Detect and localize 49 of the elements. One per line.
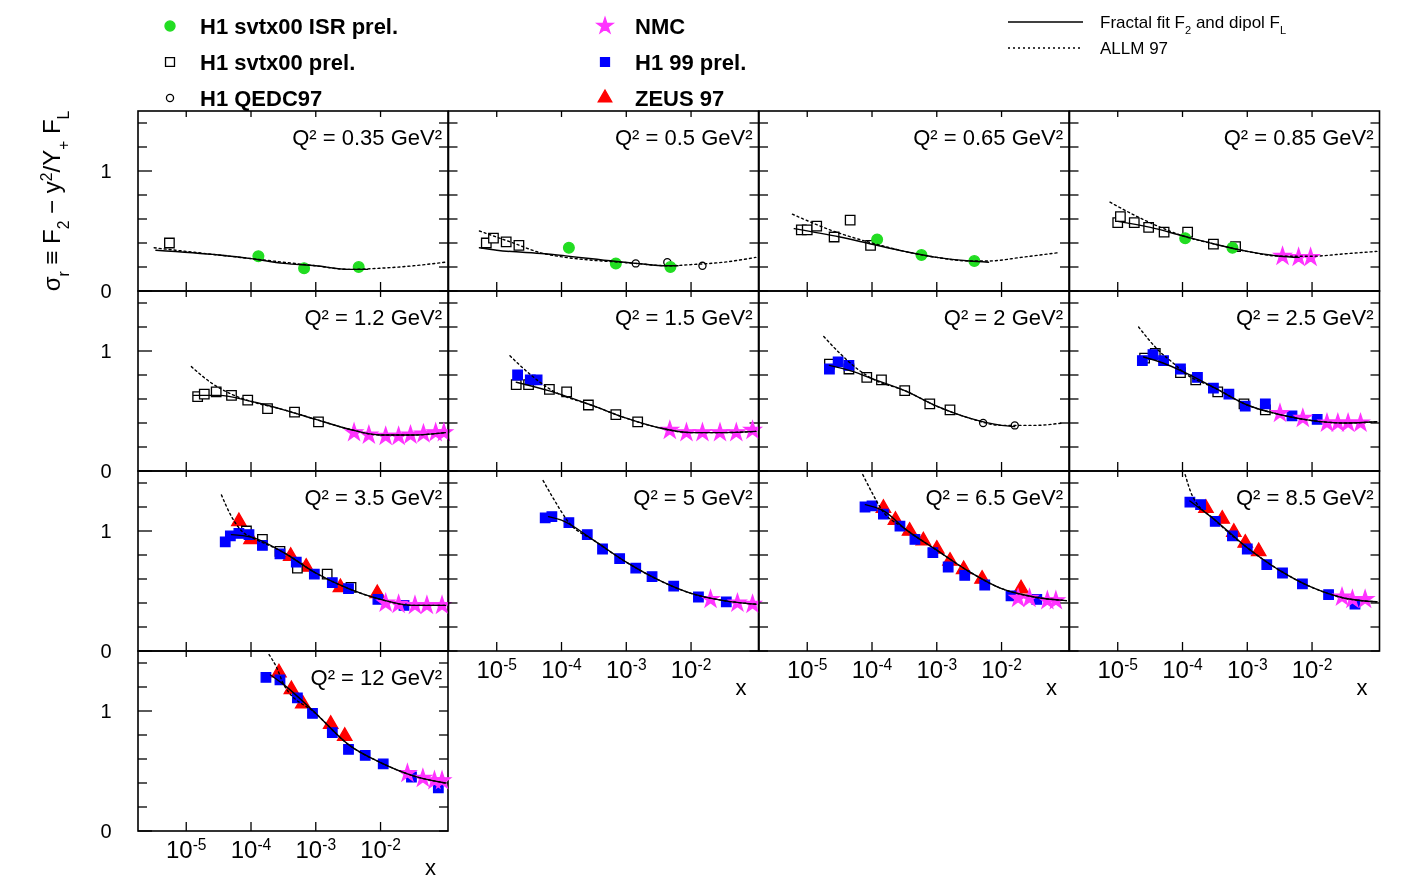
x-axis-title: x bbox=[425, 855, 436, 879]
legend-label: H1 svtx00 ISR prel. bbox=[200, 14, 399, 39]
text: Q² = 6.5 GeV² bbox=[925, 485, 1063, 510]
x-tick-label: 10$^{-3}$ bbox=[1226, 655, 1268, 683]
x-tick-label: 10$^{-5}$ bbox=[476, 655, 518, 683]
y-tick-label: 0 bbox=[100, 640, 112, 662]
x-tick-label: 10$^{-4}$ bbox=[1162, 655, 1204, 683]
x-axis-title: x bbox=[1356, 675, 1368, 700]
text: Q² = 0.35 GeV² bbox=[292, 125, 442, 150]
x-tick-label: 10$^{-3}$ bbox=[295, 835, 337, 863]
y-tick-label: 0 bbox=[100, 280, 112, 302]
x-tick-label: 10$^{-3}$ bbox=[916, 655, 958, 683]
y-tick-label: 1 bbox=[100, 160, 112, 182]
legend-label: Fractal fit F$_{2}$ and dipol F$_{L}$ bbox=[1100, 13, 1287, 36]
text: Q² = 0.65 GeV² bbox=[913, 125, 1063, 150]
text: Q² = 2 GeV² bbox=[943, 305, 1063, 330]
x-tick-label: 10$^{-4}$ bbox=[851, 655, 893, 683]
x-tick-label: 10$^{-4}$ bbox=[541, 655, 583, 683]
text: Q² = 8.5 GeV² bbox=[1235, 485, 1374, 510]
text: Q² = 5 GeV² bbox=[633, 485, 753, 510]
text: Q² = 1.5 GeV² bbox=[614, 305, 753, 330]
text: Q² = 2.5 GeV² bbox=[1235, 305, 1374, 330]
text: Q² = 12 GeV² bbox=[310, 665, 442, 690]
legend-label: ZEUS 97 bbox=[635, 86, 725, 111]
legend-label: NMC bbox=[635, 14, 686, 39]
x-tick-label: 10$^{-2}$ bbox=[670, 655, 712, 683]
x-tick-label: 10$^{-2}$ bbox=[360, 835, 401, 863]
x-tick-label: 10$^{-5}$ bbox=[165, 835, 207, 863]
legend-label: H1 QEDC97 bbox=[200, 86, 323, 111]
y-tick-label: 1 bbox=[100, 700, 112, 722]
x-axis-title: x bbox=[735, 675, 747, 700]
x-tick-label: 10$^{-5}$ bbox=[1097, 655, 1139, 683]
text: Q² = 0.5 GeV² bbox=[614, 125, 753, 150]
x-tick-label: 10$^{-5}$ bbox=[786, 655, 828, 683]
x-tick-label: 10$^{-4}$ bbox=[230, 835, 272, 863]
x-tick-label: 10$^{-3}$ bbox=[605, 655, 647, 683]
text: Q² = 1.2 GeV² bbox=[304, 305, 442, 330]
legend-label: ALLM 97 bbox=[1100, 39, 1169, 58]
y-tick-label: 0 bbox=[100, 460, 112, 482]
y-tick-label: 1 bbox=[100, 340, 112, 362]
y-tick-label: 0 bbox=[100, 820, 112, 842]
x-tick-label: 10$^{-2}$ bbox=[981, 655, 1022, 683]
legend-label: H1 99 prel. bbox=[635, 50, 747, 75]
y-tick-label: 1 bbox=[100, 520, 112, 542]
legend-label: H1 svtx00 prel. bbox=[200, 50, 356, 75]
x-axis-title: x bbox=[1046, 675, 1057, 700]
x-tick-label: 10$^{-2}$ bbox=[1291, 655, 1333, 683]
text: Q² = 0.85 GeV² bbox=[1223, 125, 1374, 150]
text: Q² = 3.5 GeV² bbox=[304, 485, 442, 510]
